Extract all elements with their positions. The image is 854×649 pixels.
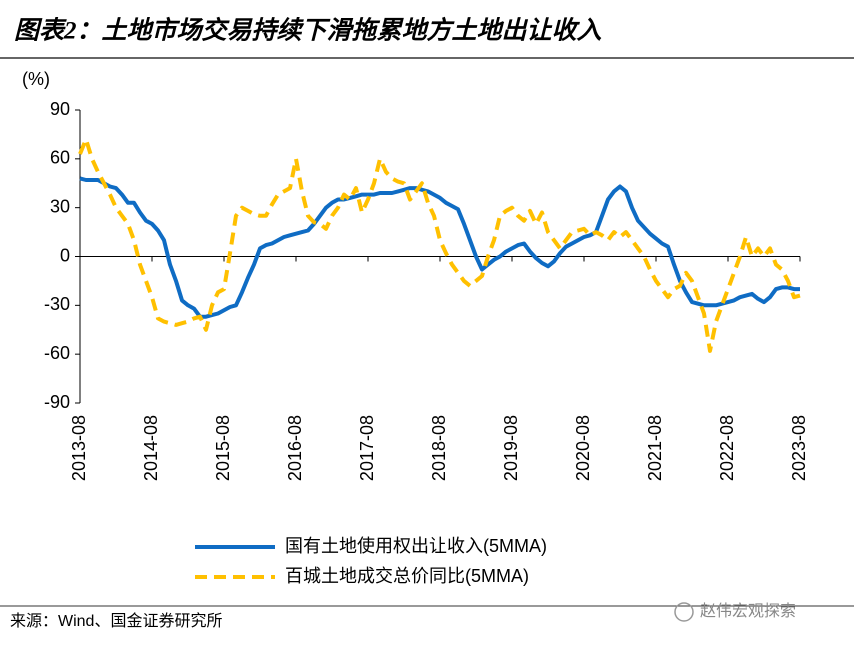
watermark-icon [674,602,694,622]
series-line [78,137,801,353]
y-tick-label: 0 [60,245,70,265]
legend-label: 国有土地使用权出让收入(5MMA) [285,536,547,556]
series-line [79,176,800,319]
chart-title: 图表2：土地市场交易持续下滑拖累地方土地出让收入 [14,17,602,45]
x-tick-label: 2021-08 [645,415,665,481]
x-tick-label: 2022-08 [717,415,737,481]
source: 来源：Wind、国金证券研究所 [10,612,222,630]
x-tick-label: 2014-08 [141,415,161,481]
watermark: 赵伟宏观探索 [700,602,796,620]
y-tick-label: -30 [44,294,70,314]
x-tick-label: 2018-08 [429,415,449,481]
x-tick-label: 2023-08 [789,415,809,481]
y-axis-label: (%) [22,69,50,89]
x-tick-label: 2015-08 [213,415,233,481]
legend-label: 百城土地成交总价同比(5MMA) [285,566,529,586]
x-tick-label: 2013-08 [69,415,89,481]
x-tick-label: 2017-08 [357,415,377,481]
y-tick-label: 90 [50,99,70,119]
y-tick-label: 60 [50,148,70,168]
y-tick-label: 30 [50,196,70,216]
x-tick-label: 2019-08 [501,415,521,481]
x-tick-label: 2020-08 [573,415,593,481]
y-tick-label: -90 [44,392,70,412]
x-tick-label: 2016-08 [285,415,305,481]
y-tick-label: -60 [44,343,70,363]
